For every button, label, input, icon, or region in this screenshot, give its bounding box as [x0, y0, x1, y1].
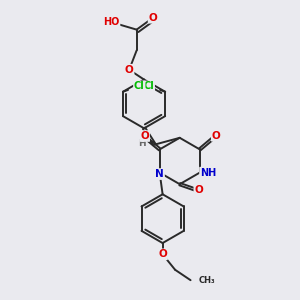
Text: CH₃: CH₃ — [199, 276, 215, 285]
Text: O: O — [125, 65, 134, 75]
Text: NH: NH — [200, 168, 216, 178]
Text: H: H — [138, 139, 146, 148]
Text: O: O — [194, 184, 203, 194]
Text: Cl: Cl — [143, 81, 154, 92]
Text: HO: HO — [103, 17, 119, 27]
Text: O: O — [140, 131, 149, 141]
Text: N: N — [155, 169, 164, 179]
Text: O: O — [148, 13, 157, 23]
Text: O: O — [212, 131, 220, 141]
Text: O: O — [158, 249, 167, 259]
Text: Cl: Cl — [134, 81, 145, 92]
